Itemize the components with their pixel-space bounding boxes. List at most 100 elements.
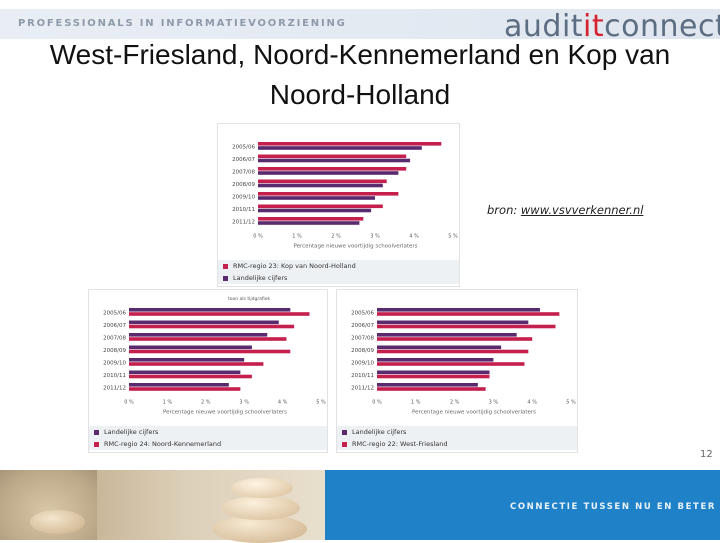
category-label: 2011/12 <box>103 386 126 392</box>
bar <box>258 221 360 225</box>
x-axis-label: Percentage nieuwe voortijdig schoolverla… <box>412 410 536 416</box>
legend-item: RMC-regio 23: Kop van Noord-Holland <box>218 260 459 272</box>
category-label: 2008/09 <box>103 348 126 354</box>
bar <box>377 337 533 341</box>
chart-svg: 2005/06 2006/07 2007/08 2008/09 2009/10 2010/… <box>351 308 576 416</box>
bar <box>258 196 375 200</box>
category-label: 2008/09 <box>351 348 374 354</box>
bar <box>377 370 490 375</box>
bar <box>129 333 268 337</box>
bar <box>377 308 540 312</box>
x-tick-label: 1 % <box>163 400 173 406</box>
bar <box>129 387 241 391</box>
x-tick-label: 3 % <box>239 400 249 406</box>
bar <box>377 374 490 379</box>
category-label: 2005/06 <box>232 145 255 151</box>
category-label: 2010/11 <box>103 373 126 379</box>
top-banner: PROFESSIONALS IN INFORMATIEVOORZIENING <box>0 9 720 39</box>
legend-swatch <box>223 263 228 269</box>
brand-text-pre: audit <box>504 9 584 44</box>
chart-legend: Landelijke cijfers RMC-regio 24: Noord-Ke… <box>89 426 327 450</box>
bar <box>377 345 502 350</box>
category-label: 2010/11 <box>351 373 374 379</box>
x-tick-label: 3 % <box>370 234 380 240</box>
bar <box>129 312 310 316</box>
x-tick-label: 2 % <box>331 234 341 240</box>
tagline: PROFESSIONALS IN INFORMATIEVOORZIENING <box>18 18 347 29</box>
bar <box>129 324 295 329</box>
x-tick-label: 0 % <box>372 400 382 406</box>
x-tick-label: 5 % <box>566 400 576 406</box>
x-axis-label: Percentage nieuwe voortijdig schoolverla… <box>163 410 287 416</box>
legend-swatch <box>94 441 99 447</box>
legend-item: RMC-regio 24: Noord-Kennemerland <box>89 438 327 450</box>
x-tick-label: 5 % <box>316 400 326 406</box>
source-note: bron: www.vsvverkenner.nl <box>487 203 643 217</box>
footer-stones-image-2 <box>97 470 325 543</box>
bar <box>377 312 560 316</box>
legend-swatch <box>342 441 347 447</box>
brand-logo: audititconnect <box>504 9 720 44</box>
bar <box>258 158 411 163</box>
slide-title: West-Friesland, Noord-Kennemerland en Ko… <box>49 39 671 110</box>
bar <box>129 349 291 354</box>
category-label: 2008/09 <box>232 182 255 188</box>
x-tick-label: 2 % <box>450 400 460 406</box>
legend-label: Landelijke cijfers <box>104 428 159 436</box>
bar <box>377 333 517 337</box>
bar <box>129 308 291 312</box>
bar <box>129 370 241 375</box>
bar <box>377 349 529 354</box>
bar <box>377 387 486 391</box>
footer-slogan: CONNECTIE TUSSEN NU EN BETER <box>510 502 716 512</box>
x-tick-label: 1 % <box>411 400 421 406</box>
x-tick-label: 5 % <box>448 234 458 240</box>
bar <box>258 179 387 184</box>
bar <box>377 358 494 362</box>
footer-bar <box>325 470 720 540</box>
chart-svg: toon als tijdgrafiek 2005/06 2006/07 2007/0… <box>103 296 326 416</box>
chart-kop-van-noord-holland: 2005/06 2006/07 2007/08 2008/09 2009/10 2010/… <box>218 124 459 286</box>
legend-item: RMC-regio 22: West-Friesland <box>337 438 577 450</box>
bar <box>258 208 372 213</box>
x-tick-label: 4 % <box>409 234 419 240</box>
bar <box>258 204 383 209</box>
chart-note[interactable]: toon als tijdgrafiek <box>228 296 271 302</box>
bar <box>258 146 422 150</box>
legend-item: Landelijke cijfers <box>89 426 327 438</box>
legend-item: Landelijke cijfers <box>337 426 577 438</box>
page-number: 12 <box>700 449 713 460</box>
bar <box>258 192 399 196</box>
category-label: 2010/11 <box>232 207 255 213</box>
category-label: 2005/06 <box>351 311 374 317</box>
chart-legend: RMC-regio 23: Kop van Noord-Holland Lande… <box>218 260 459 284</box>
bar <box>258 154 407 159</box>
footer-stones-image <box>0 470 97 540</box>
category-label: 2007/08 <box>103 336 126 342</box>
chart-svg: 2005/06 2006/07 2007/08 2008/09 2009/10 2010/… <box>232 142 458 250</box>
chart-legend: Landelijke cijfers RMC-regio 22: West-Fri… <box>337 426 577 450</box>
bar <box>377 324 556 329</box>
bar <box>377 320 529 325</box>
category-label: 2007/08 <box>351 336 374 342</box>
legend-swatch <box>342 429 347 435</box>
bar <box>129 362 264 366</box>
bar <box>129 358 245 362</box>
bar <box>258 183 383 188</box>
legend-item: Landelijke cijfers <box>218 272 459 284</box>
bar <box>377 362 525 366</box>
x-tick-label: 0 % <box>124 400 134 406</box>
source-label: bron: <box>487 203 518 217</box>
category-label: 2006/07 <box>232 157 255 163</box>
category-label: 2009/10 <box>232 195 255 201</box>
category-label: 2011/12 <box>351 386 374 392</box>
x-tick-label: 4 % <box>527 400 537 406</box>
bar <box>258 142 442 146</box>
legend-label: RMC-regio 23: Kop van Noord-Holland <box>233 262 356 270</box>
bar <box>129 320 279 325</box>
legend-label: Landelijke cijfers <box>233 274 288 282</box>
category-label: 2006/07 <box>103 323 126 329</box>
bar <box>258 167 407 171</box>
legend-label: RMC-regio 22: West-Friesland <box>352 440 448 448</box>
source-link[interactable]: www.vsvverkenner.nl <box>520 203 644 217</box>
